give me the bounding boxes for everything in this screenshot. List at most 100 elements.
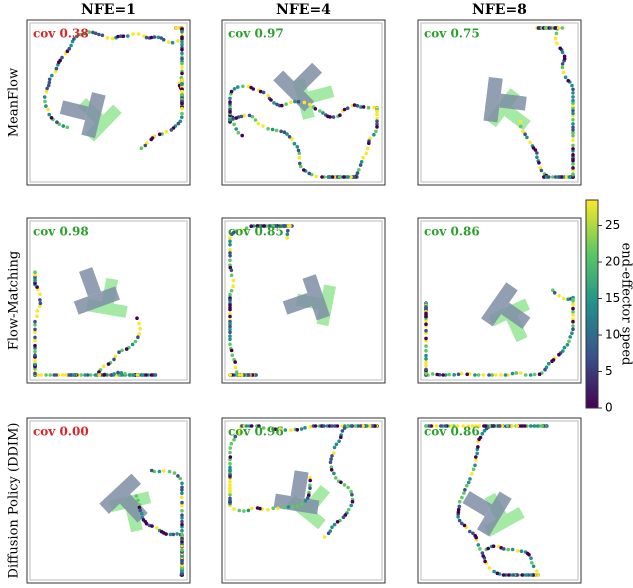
trajectory-dot xyxy=(33,353,37,357)
trajectory-dot xyxy=(240,134,244,138)
trajectory-dot xyxy=(327,175,331,179)
trajectory-dot xyxy=(338,113,342,117)
trajectory-dot xyxy=(321,111,325,115)
trajectory-dot xyxy=(173,471,177,475)
colorbar-tick-label: 5 xyxy=(605,364,613,378)
trajectory-dot xyxy=(39,302,43,306)
trajectory-dot xyxy=(367,141,371,145)
trajectory-dot xyxy=(228,493,232,497)
trajectory-dot xyxy=(468,530,472,534)
trajectory-dot xyxy=(528,141,532,145)
trajectory-dot xyxy=(43,95,47,99)
trajectory-dot xyxy=(150,524,154,528)
trajectory-dot xyxy=(140,146,144,150)
trajectory-dot xyxy=(106,36,110,40)
trajectory-dot xyxy=(424,360,428,364)
trajectory-dot xyxy=(230,349,234,353)
trajectory-dot xyxy=(339,481,343,485)
trajectory-dot xyxy=(524,373,528,377)
trajectory-dot xyxy=(357,168,361,172)
trajectory-dot xyxy=(477,543,481,547)
trajectory-dot xyxy=(44,373,48,377)
trajectory-dot xyxy=(55,67,59,71)
panel: cov 0.98 xyxy=(27,218,190,383)
trajectory-dot xyxy=(180,482,184,486)
column-title: NFE=1 xyxy=(81,2,136,18)
trajectory-dot xyxy=(460,372,464,376)
trajectory-dot xyxy=(176,474,180,478)
trajectory-dot xyxy=(571,299,575,303)
trajectory-dot xyxy=(43,100,47,104)
trajectory-dot xyxy=(571,153,575,157)
trajectory-dot xyxy=(33,336,37,340)
trajectory-dot xyxy=(360,160,364,164)
trajectory-dot xyxy=(176,39,180,43)
trajectory-dot xyxy=(532,565,536,569)
trajectory-dot xyxy=(137,332,141,336)
panel: cov 0.00 xyxy=(27,418,190,583)
trajectory-dot xyxy=(327,532,331,536)
trajectory-dot xyxy=(366,147,370,151)
trajectory-dot xyxy=(571,126,575,130)
trajectory-dot xyxy=(60,56,64,60)
trajectory-dot xyxy=(180,112,184,116)
trajectory-dot xyxy=(571,99,575,103)
trajectory-dot xyxy=(168,470,172,474)
trajectory-dot xyxy=(337,439,341,443)
trajectory-dot xyxy=(477,373,481,377)
trajectory-dot xyxy=(535,155,539,159)
trajectory-dot xyxy=(250,507,254,511)
trajectory-dot xyxy=(424,364,428,368)
trajectory-dot xyxy=(180,102,184,106)
trajectory-dot xyxy=(299,165,303,169)
trajectory-dot xyxy=(55,120,59,124)
trajectory-dot xyxy=(571,118,575,122)
trajectory-dot xyxy=(257,122,261,126)
colorbar-tick-label: 0 xyxy=(605,401,613,415)
trajectory-dot xyxy=(571,144,575,148)
trajectory-dot xyxy=(46,108,50,112)
trajectory-dot xyxy=(131,32,135,36)
trajectory-dot xyxy=(269,98,273,102)
trajectory-dot xyxy=(132,373,136,377)
trajectory-dot xyxy=(228,466,232,470)
trajectory-dot xyxy=(320,175,324,179)
trajectory-dot xyxy=(47,84,51,88)
trajectory-dot xyxy=(296,145,300,149)
trajectory-dot xyxy=(155,526,159,530)
trajectory-dot xyxy=(356,104,360,108)
trajectory-dot xyxy=(180,501,184,505)
trajectory-dot xyxy=(332,472,336,476)
trajectory-dot xyxy=(228,480,232,484)
trajectory-dot xyxy=(298,156,302,160)
coverage-label: cov 0.00 xyxy=(33,425,89,439)
trajectory-dot xyxy=(134,340,138,344)
trajectory-dot xyxy=(286,229,290,233)
trajectory-dot xyxy=(150,469,154,473)
colorbar-tick-label: 25 xyxy=(605,218,620,232)
trajectory-dot xyxy=(144,144,148,148)
trajectory-dot xyxy=(504,373,508,377)
trajectory-dot xyxy=(140,512,144,516)
trajectory-dot xyxy=(519,125,523,129)
trajectory-dot xyxy=(247,509,251,513)
trajectory-dot xyxy=(308,486,312,490)
trajectory-dot xyxy=(180,509,184,513)
trajectory-dot xyxy=(247,373,251,377)
trajectory-dot xyxy=(530,561,534,565)
trajectory-dot xyxy=(33,372,37,376)
trajectory-dot xyxy=(570,84,574,88)
trajectory-dot xyxy=(69,44,73,48)
trajectory-dot xyxy=(441,373,445,377)
colorbar-tick-label: 10 xyxy=(605,328,620,342)
column-title: NFE=8 xyxy=(472,2,527,18)
trajectory-dot xyxy=(262,91,266,95)
trajectory-dot xyxy=(271,507,275,511)
trajectory-dot xyxy=(36,309,40,313)
trajectory-dot xyxy=(33,323,37,327)
coverage-label: cov 0.86 xyxy=(424,225,480,239)
trajectory-dot xyxy=(424,337,428,341)
trajectory-dot xyxy=(64,373,68,377)
trajectory-dot xyxy=(135,316,139,320)
trajectory-dot xyxy=(228,100,232,104)
